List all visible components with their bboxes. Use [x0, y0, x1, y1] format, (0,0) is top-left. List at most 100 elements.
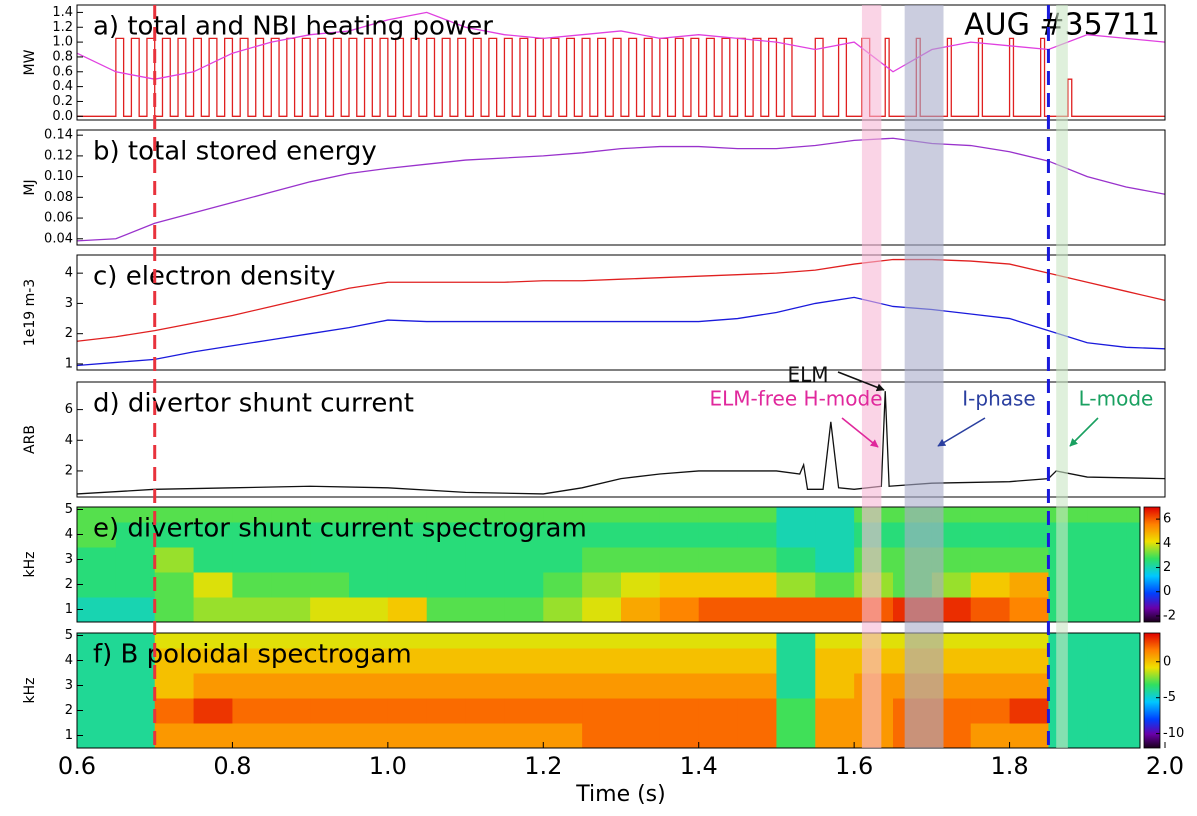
y-tick-label: 0.2 — [52, 94, 73, 109]
panel-frame — [76, 381, 1166, 498]
heatmap-cell — [504, 597, 544, 622]
heatmap-cell — [1009, 698, 1049, 724]
heatmap-cell — [621, 633, 661, 649]
y-axis-label: MW — [22, 49, 38, 75]
heatmap-cell — [1009, 572, 1049, 598]
heatmap-cell — [1087, 648, 1127, 674]
heatmap-cell — [349, 597, 389, 622]
heatmap-cell — [504, 723, 544, 748]
heatmap-cell — [621, 507, 661, 523]
heatmap-cell — [815, 507, 855, 523]
heatmap-cell — [1126, 673, 1140, 699]
heatmap-cell — [970, 522, 1011, 548]
heatmap-cell — [543, 673, 583, 699]
series-line — [76, 296, 1166, 367]
heatmap-cell — [970, 673, 1011, 699]
y-tick-label: 2 — [65, 703, 73, 718]
x-tick-label: 1.8 — [990, 752, 1028, 780]
heatmap-cell — [1087, 673, 1127, 699]
heatmap-cell — [1126, 547, 1140, 573]
series-line — [76, 11, 1166, 80]
heatmap-cell — [659, 572, 700, 598]
heatmap-cell — [504, 648, 544, 674]
heatmap-cell — [543, 597, 583, 622]
heatmap-cell — [659, 507, 700, 523]
heatmap-cell — [659, 547, 700, 573]
heatmap-cell — [1126, 522, 1140, 548]
heatmap-cell — [1048, 723, 1088, 748]
colorbar-tick-label: -10 — [1163, 726, 1184, 741]
heatmap-cell — [737, 547, 777, 573]
y-tick-label: 0.04 — [44, 231, 73, 246]
heatmap-cell — [582, 698, 622, 724]
heatmap-cell — [1009, 547, 1049, 573]
heatmap-cell — [504, 507, 544, 523]
colorbar — [1143, 632, 1161, 749]
heatmap-cell — [426, 633, 467, 649]
heatmap-cell — [77, 507, 117, 523]
heatmap-cell — [698, 522, 739, 548]
heatmap-cell — [426, 572, 467, 598]
heatmap-cell — [154, 648, 195, 674]
heatmap-cell — [115, 522, 156, 548]
heatmap-cell — [1087, 572, 1127, 598]
heatmap-cell — [1048, 698, 1088, 724]
heatmap-cell — [698, 723, 739, 748]
x-tick-label: 2.0 — [1146, 752, 1184, 780]
heatmap-cell — [970, 648, 1011, 674]
heatmap-cell — [426, 547, 467, 573]
heatmap-cell — [1048, 507, 1088, 523]
heatmap-cell — [659, 633, 700, 649]
heatmap-cell — [815, 698, 855, 724]
heatmap-cell — [115, 572, 156, 598]
series-line — [77, 37, 1165, 117]
heatmap-cell — [115, 507, 156, 523]
heatmap-cell — [621, 547, 661, 573]
heatmap-cell — [543, 522, 583, 548]
heatmap-cell — [115, 723, 156, 748]
heatmap-cell — [1126, 698, 1140, 724]
colorbar-tick-label: 0 — [1163, 584, 1171, 599]
heatmap-cell — [77, 547, 117, 573]
heatmap-cell — [582, 572, 622, 598]
heatmap-cell — [77, 698, 117, 724]
y-tick-label: 1.0 — [52, 35, 73, 50]
y-tick-label: 0.0 — [52, 109, 73, 124]
y-tick-label: 1 — [65, 602, 73, 617]
heatmap-cell — [387, 507, 428, 523]
heatmap-cell — [815, 648, 855, 674]
annotation-arrow — [837, 371, 885, 392]
heatmap-cell — [543, 633, 583, 649]
heatmap-cell — [582, 547, 622, 573]
heatmap-cell — [659, 597, 700, 622]
heatmap-cell — [1126, 648, 1140, 674]
heatmap-cell — [349, 547, 389, 573]
heatmap-cell — [1126, 572, 1140, 598]
heatmap-cell — [193, 547, 233, 573]
annotation: I-phase — [962, 387, 1035, 411]
colorbar — [1143, 506, 1161, 623]
heatmap-cell — [815, 547, 855, 573]
heatmap-cell — [387, 572, 428, 598]
heatmap-cell — [776, 572, 816, 598]
panel-frame — [76, 129, 1166, 246]
y-tick-label: 0.14 — [44, 128, 73, 143]
heatmap-cell — [349, 648, 389, 674]
heatmap-cell — [582, 648, 622, 674]
heatmap-cell — [115, 633, 156, 649]
heatmap — [77, 633, 1140, 748]
colorbar-tick-label: -5 — [1163, 690, 1176, 705]
heatmap-cell — [232, 723, 272, 748]
heatmap-cell — [77, 522, 117, 548]
heatmap-cell — [426, 522, 467, 548]
phase-band — [904, 5, 944, 748]
heatmap-cell — [1009, 673, 1049, 699]
heatmap-cell — [465, 673, 505, 699]
heatmap-cell — [465, 507, 505, 523]
heatmap-cell — [970, 698, 1011, 724]
heatmap-cell — [154, 633, 195, 649]
heatmap-cell — [193, 507, 233, 523]
y-tick-label: 3 — [65, 296, 73, 311]
heatmap-cell — [737, 507, 777, 523]
